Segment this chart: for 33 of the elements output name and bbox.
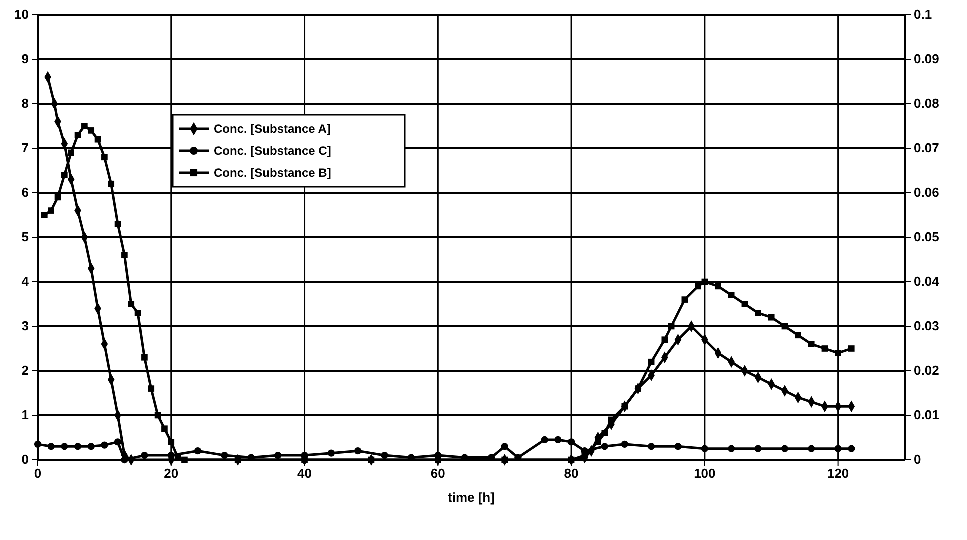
y-tick-label: 8 bbox=[22, 96, 29, 112]
y-tick-label: 4 bbox=[22, 274, 30, 290]
y-tick-label: 9 bbox=[22, 52, 29, 67]
y2-tick-label: 0.01 bbox=[914, 408, 940, 423]
x-axis-title: time [h] bbox=[448, 490, 495, 505]
y-tick-label: 0 bbox=[22, 452, 29, 468]
y2-tick-label: 0.09 bbox=[914, 52, 940, 67]
y-tick-label: 10 bbox=[14, 7, 29, 22]
x-tick-label: 20 bbox=[164, 466, 179, 482]
x-tick-label: 100 bbox=[694, 466, 716, 482]
y-tick-label: 1 bbox=[22, 408, 29, 423]
x-tick-label: 80 bbox=[564, 466, 579, 482]
x-tick-label: 0 bbox=[34, 466, 42, 482]
x-tick-label: 40 bbox=[298, 466, 312, 482]
y2-tick-label: 0.07 bbox=[914, 140, 940, 156]
y2-tick-label: 0.03 bbox=[914, 318, 940, 334]
legend-label: Conc. [Substance A] bbox=[214, 122, 331, 136]
y2-tick-label: 0.08 bbox=[914, 96, 940, 112]
legend-label: Conc. [Substance C] bbox=[214, 144, 332, 158]
y2-tick-label: 0.02 bbox=[914, 363, 940, 378]
legend-label: Conc. [Substance B] bbox=[214, 166, 332, 180]
y2-tick-label: 0.1 bbox=[914, 7, 932, 22]
y-tick-label: 7 bbox=[22, 140, 29, 156]
y-tick-label: 2 bbox=[22, 363, 29, 378]
y-tick-label: 5 bbox=[22, 230, 29, 245]
y2-tick-label: 0.05 bbox=[914, 230, 940, 245]
y2-tick-label: 0 bbox=[914, 452, 922, 468]
y2-tick-label: 0.06 bbox=[914, 185, 940, 200]
y-tick-label: 3 bbox=[22, 318, 29, 334]
y2-tick-label: 0.04 bbox=[914, 274, 940, 290]
x-tick-label: 60 bbox=[430, 466, 446, 482]
x-tick-label: 120 bbox=[827, 466, 850, 482]
y-tick-label: 6 bbox=[22, 185, 29, 200]
